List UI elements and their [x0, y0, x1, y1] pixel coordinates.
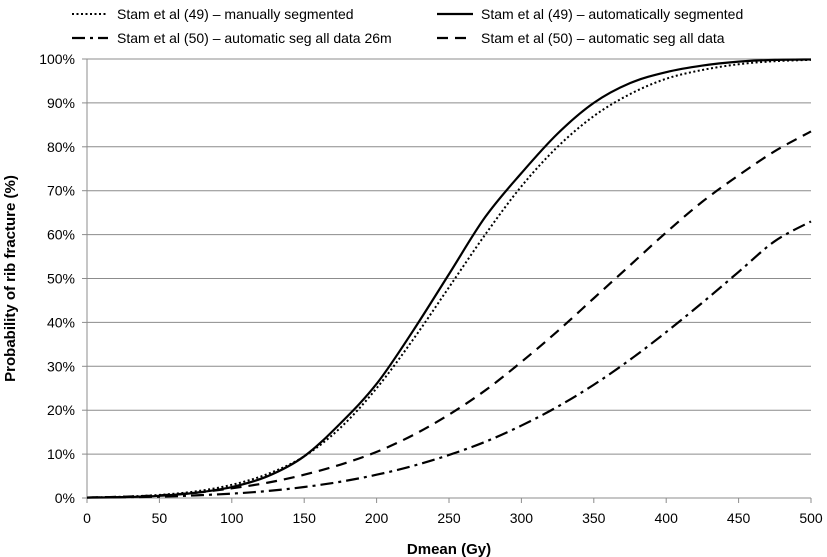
y-tick-label: 30%	[47, 358, 75, 374]
legend: Stam et al (49) – manually segmented Stam…	[72, 6, 743, 46]
x-tick-label: 450	[727, 510, 751, 526]
legend-label-all-data-26m-50: Stam et al (50) – automatic seg all data…	[117, 30, 392, 46]
tick-labels: 0 50 100 150 200 250 300 350 400 450 500 0% 10% 20% 30…	[39, 51, 823, 526]
y-tick-label: 90%	[47, 95, 75, 111]
x-tick-label: 150	[293, 510, 317, 526]
y-tick-label: 80%	[47, 139, 75, 155]
y-tick-label: 0%	[55, 490, 75, 506]
x-tick-label: 350	[582, 510, 606, 526]
axes	[82, 58, 812, 503]
x-tick-label: 50	[152, 510, 168, 526]
y-tick-label: 70%	[47, 183, 75, 199]
series-lines	[86, 58, 812, 499]
y-tick-label: 100%	[39, 51, 75, 67]
y-tick-label: 20%	[47, 402, 75, 418]
legend-label-manual-49: Stam et al (49) – manually segmented	[117, 6, 354, 22]
x-tick-label: 100	[220, 510, 244, 526]
x-tick-label: 0	[83, 510, 91, 526]
y-axis-title: Probability of rib fracture (%)	[2, 175, 19, 382]
y-tick-label: 40%	[47, 314, 75, 330]
legend-label-all-data-50: Stam et al (50) – automatic seg all data	[481, 30, 725, 46]
x-tick-label: 400	[655, 510, 679, 526]
x-axis-title: Dmean (Gy)	[407, 541, 491, 557]
x-tick-label: 200	[365, 510, 389, 526]
series-line-all-data-26m-50	[86, 220, 812, 499]
legend-label-automatic-49: Stam et al (49) – automatically segmente…	[481, 6, 743, 22]
y-tick-label: 10%	[47, 446, 75, 462]
y-tick-label: 50%	[47, 271, 75, 287]
x-tick-label: 500	[799, 510, 823, 526]
x-tick-label: 250	[437, 510, 461, 526]
series-line-all-data-50	[86, 130, 812, 499]
series-line-automatic-49	[86, 58, 812, 499]
x-tick-label: 300	[510, 510, 534, 526]
y-tick-label: 60%	[47, 227, 75, 243]
gridlines	[87, 58, 811, 499]
